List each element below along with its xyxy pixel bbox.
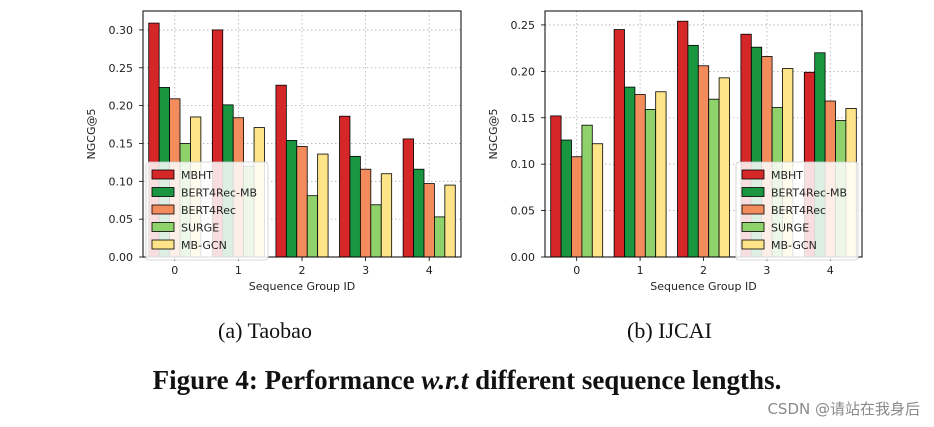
bar-bert4rec-mb — [285, 140, 298, 258]
bar-mb-gcn — [591, 143, 604, 258]
y-axis-label: NGCG@5 — [85, 109, 98, 160]
legend-label: MBHT — [181, 169, 213, 182]
bar-bert4rec-mb — [624, 86, 636, 258]
y-tick-label: 0.20 — [109, 100, 134, 113]
legend-label: SURGE — [771, 222, 809, 235]
legend-label: MB-GCN — [181, 239, 227, 252]
x-tick-label: 1 — [235, 264, 242, 277]
x-axis-label: Sequence Group ID — [249, 280, 355, 293]
bar-bert4rec-mb — [413, 168, 425, 258]
x-tick-label: 1 — [637, 264, 644, 277]
caption-prefix: Figure 4: Performance — [152, 365, 422, 395]
bar-mb-gcn — [444, 184, 456, 258]
bar-bert4rec — [571, 156, 583, 258]
bar-mb-gcn — [380, 173, 393, 258]
caption-suffix: different sequence lengths. — [468, 365, 782, 395]
bar-mbht — [339, 115, 351, 258]
plot-frame — [544, 10, 863, 258]
y-tick-label: 0.25 — [511, 19, 536, 32]
legend-swatch — [151, 204, 175, 215]
bar-surge — [306, 195, 319, 258]
plot-frame — [142, 10, 462, 258]
bar-mb-gcn — [718, 77, 730, 258]
legend-box — [735, 161, 859, 261]
bar-bert4rec — [296, 146, 308, 258]
bar-surge — [370, 204, 382, 258]
x-tick-label: 3 — [362, 264, 369, 277]
bar-bert4rec-mb — [560, 139, 572, 258]
legend-label: MBHT — [771, 169, 803, 182]
x-tick-label: 0 — [171, 264, 178, 277]
x-tick-label: 4 — [426, 264, 433, 277]
y-tick-label: 0.10 — [109, 175, 134, 188]
chart-taobao: 0.00 0.05 0.10 0.15 0.20 0.25 0.30 0 1 2 3 4 Sequenc… — [85, 10, 462, 293]
bar-mb-gcn — [317, 153, 329, 258]
y-tick-label: 0.05 — [511, 205, 536, 218]
legend-label: BERT4Rec-MB — [181, 187, 257, 200]
caption-italic: w.r.t — [421, 365, 469, 395]
bar-surge — [434, 216, 446, 258]
legend-label: BERT4Rec — [771, 204, 826, 217]
bar-mbht — [613, 29, 625, 258]
bar-bert4rec-mb — [349, 155, 361, 258]
x-tick-label: 3 — [763, 264, 770, 277]
x-tick-label: 2 — [299, 264, 306, 277]
legend-swatch — [151, 239, 175, 250]
x-axis-label: Sequence Group ID — [650, 280, 756, 293]
bar-surge — [708, 98, 720, 258]
watermark: CSDN @请站在我身后 — [767, 400, 920, 418]
legend-swatch — [151, 187, 175, 197]
bar-bert4rec — [634, 94, 646, 258]
bar-mbht — [275, 84, 287, 258]
y-tick-label: 0.15 — [109, 137, 134, 150]
legend-swatch — [151, 222, 175, 232]
legend-swatch — [741, 204, 765, 215]
y-tick-label: 0.25 — [109, 62, 134, 75]
legend-swatch — [151, 169, 175, 180]
bar-bert4rec — [697, 65, 710, 258]
legend-label: BERT4Rec-MB — [771, 187, 847, 200]
x-tick-label: 0 — [573, 264, 580, 277]
legend-label: BERT4Rec — [181, 204, 236, 217]
y-tick-label: 0.10 — [511, 158, 536, 171]
legend-label: SURGE — [181, 222, 219, 235]
bar-surge — [581, 124, 593, 258]
legend-label: MB-GCN — [771, 239, 817, 252]
y-tick-label: 0.00 — [109, 251, 134, 264]
y-axis-label: NGCG@5 — [487, 109, 500, 160]
bar-bert4rec — [359, 168, 372, 258]
legend-swatch — [741, 169, 765, 180]
bar-mbht — [402, 138, 414, 258]
bar-mb-gcn — [655, 91, 667, 258]
y-tick-label: 0.15 — [511, 112, 536, 125]
subcaption-a: (a) Taobao — [218, 318, 312, 343]
bar-surge — [644, 109, 657, 258]
subcaption-b: (b) IJCAI — [627, 318, 712, 343]
y-tick-label: 0.05 — [109, 213, 134, 226]
legend-box — [145, 161, 269, 261]
chart-ijcai: 0.00 0.05 0.10 0.15 0.20 0.25 0 1 2 3 4 Sequence Gr… — [487, 10, 863, 293]
bar-bert4rec — [423, 183, 435, 258]
bar-mbht — [677, 20, 689, 258]
legend-swatch — [741, 222, 765, 232]
y-tick-label: 0.30 — [109, 24, 134, 37]
bar-mbht — [550, 115, 562, 258]
x-tick-label: 2 — [700, 264, 707, 277]
y-tick-label: 0.00 — [511, 251, 536, 264]
y-tick-label: 0.20 — [511, 65, 536, 78]
figure-caption: Figure 4: Performance w.r.t different se… — [0, 365, 934, 396]
x-tick-label: 4 — [827, 264, 834, 277]
legend-swatch — [741, 187, 765, 197]
bar-bert4rec-mb — [687, 44, 699, 258]
legend-swatch — [741, 239, 765, 250]
